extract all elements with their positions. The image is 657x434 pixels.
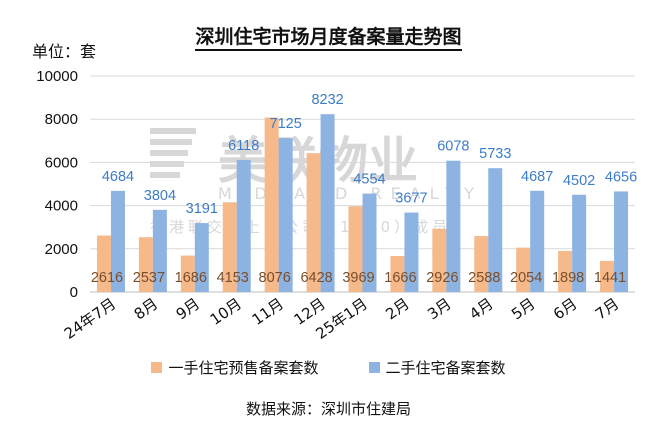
x-tick-label: 8月 — [131, 295, 161, 324]
y-tick-label: 8000 — [45, 111, 78, 128]
data-label-second-hand: 4554 — [353, 172, 385, 188]
x-tick-label: 24年7月 — [61, 295, 119, 343]
data-label-second-hand: 4687 — [521, 169, 553, 185]
y-tick-label: 6000 — [45, 154, 78, 171]
legend-item-new: 一手住宅预售备案套数 — [151, 357, 319, 378]
x-tick-label: 5月 — [508, 295, 538, 324]
bar-new — [180, 255, 195, 292]
data-label-new: 2616 — [91, 270, 123, 286]
bar-new — [516, 247, 531, 292]
data-label-second-hand: 4656 — [605, 169, 637, 185]
data-label-new: 6428 — [300, 270, 332, 286]
bar-second-hand — [152, 209, 167, 292]
bar-second-hand — [446, 160, 461, 292]
data-label-new: 1898 — [552, 270, 584, 286]
y-tick-label: 4000 — [45, 198, 78, 215]
data-label-second-hand: 4684 — [102, 169, 134, 185]
data-label-second-hand: 6118 — [228, 138, 259, 154]
chart-title: 深圳住宅市场月度备案量走势图 — [0, 22, 657, 51]
watermark-stripe — [150, 161, 184, 167]
bar-new — [558, 251, 573, 292]
bar-new — [432, 228, 447, 292]
bar-new — [600, 260, 615, 292]
watermark-english: MIDLAND REALTY — [218, 184, 483, 203]
data-label-new: 4153 — [217, 270, 249, 286]
data-label-second-hand: 3677 — [395, 191, 427, 207]
legend-label-second-hand: 二手住宅备案套数 — [385, 359, 506, 377]
data-label-second-hand: 4502 — [563, 173, 595, 189]
bar-new — [348, 206, 363, 292]
watermark-stripe — [150, 139, 192, 145]
data-label-new: 2588 — [468, 270, 500, 286]
data-label-new: 2054 — [510, 270, 542, 286]
legend-swatch-new — [151, 362, 163, 373]
bar-second-hand — [278, 138, 293, 292]
data-label-second-hand: 7125 — [270, 116, 302, 132]
bar-second-hand — [572, 194, 587, 292]
watermark-stripe — [150, 172, 180, 178]
bar-second-hand — [320, 114, 335, 292]
legend-label-new: 一手住宅预售备案套数 — [168, 359, 319, 377]
bars — [96, 114, 629, 292]
watermark-stripe — [150, 128, 196, 134]
bar-new — [264, 117, 279, 292]
y-tick-label: 2000 — [45, 241, 78, 258]
x-tick-label: 3月 — [424, 295, 454, 324]
x-tick-label: 9月 — [173, 295, 203, 324]
data-label-new: 1441 — [594, 270, 626, 286]
bar-second-hand — [614, 191, 629, 292]
bar-new — [306, 153, 321, 292]
bar-new — [474, 236, 489, 292]
data-label-new: 8076 — [259, 270, 291, 286]
x-tick-label: 11月 — [249, 295, 287, 329]
y-axis: 0 2000 4000 6000 8000 10000 — [36, 68, 78, 301]
bar-second-hand — [404, 212, 419, 292]
data-source: 数据来源：深圳市住建局 — [245, 400, 411, 418]
data-label-new: 2926 — [426, 270, 458, 286]
bar-second-hand — [110, 190, 125, 292]
legend: 一手住宅预售备案套数 二手住宅备案套数 — [0, 357, 657, 378]
bar-new — [390, 256, 405, 292]
bar-second-hand — [530, 190, 545, 292]
data-label-new: 1686 — [175, 270, 207, 286]
data-labels: 2616 4684 2537 3804 1686 3191 4153 6118 8076 7125… — [91, 92, 637, 286]
x-tick-label: 7月 — [592, 295, 622, 324]
bar-new — [222, 202, 237, 292]
unit-label: 单位：套 — [32, 42, 97, 61]
data-label-second-hand: 3191 — [186, 201, 218, 217]
data-label-second-hand: 3804 — [144, 188, 176, 204]
x-tick-label: 2月 — [382, 295, 412, 324]
legend-item-second-hand: 二手住宅备案套数 — [368, 357, 506, 378]
data-label-second-hand: 6078 — [437, 139, 469, 155]
bar-second-hand — [488, 168, 503, 292]
bar-second-hand — [194, 223, 209, 292]
data-label-new: 1666 — [384, 270, 416, 286]
bar-new — [138, 237, 153, 292]
data-label-new: 3969 — [342, 270, 374, 286]
data-label-second-hand: 5733 — [479, 146, 511, 162]
y-tick-label: 10000 — [36, 68, 78, 85]
x-tick-label: 10月 — [207, 295, 245, 329]
bar-second-hand — [362, 193, 377, 292]
data-label-new: 2537 — [133, 270, 165, 286]
legend-swatch-second-hand — [368, 362, 380, 373]
x-tick-label: 6月 — [550, 295, 580, 324]
watermark-stripe — [150, 150, 188, 156]
data-label-second-hand: 8232 — [311, 92, 343, 108]
bar-new — [96, 235, 111, 292]
y-tick-label: 0 — [70, 284, 78, 301]
x-tick-label: 4月 — [466, 295, 496, 324]
bar-second-hand — [236, 159, 251, 292]
